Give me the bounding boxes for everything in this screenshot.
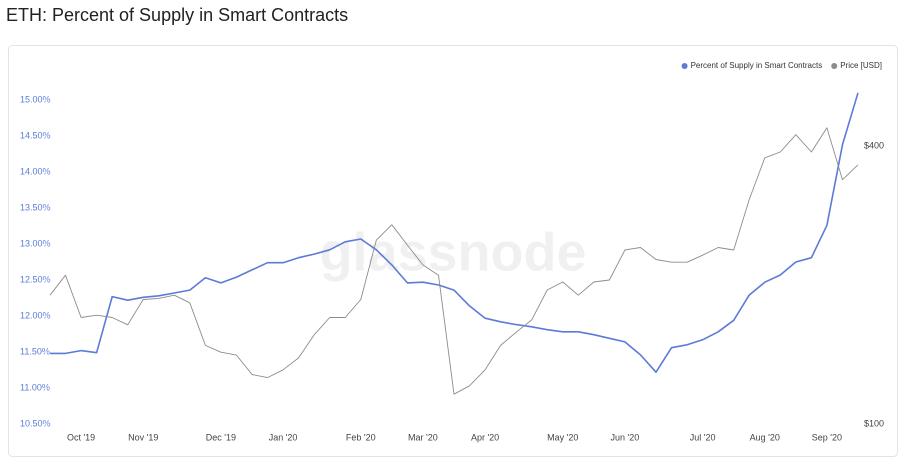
x-tick-label: Jun '20 bbox=[611, 432, 640, 442]
series-line bbox=[49, 127, 859, 395]
x-tick-label: Feb '20 bbox=[346, 432, 376, 442]
y-tick-label: 14.00% bbox=[20, 166, 51, 176]
x-tick-label: Mar '20 bbox=[408, 432, 438, 442]
y-tick-label: 12.00% bbox=[20, 310, 51, 320]
chart-title: ETH: Percent of Supply in Smart Contract… bbox=[6, 5, 348, 25]
y-tick-label: 11.00% bbox=[20, 382, 50, 392]
y-tick-label: 12.50% bbox=[20, 274, 51, 284]
x-tick-label: Jul '20 bbox=[690, 432, 716, 442]
x-tick-label: Apr '20 bbox=[471, 432, 499, 442]
y-tick-label: 13.50% bbox=[20, 202, 51, 212]
x-tick-label: Dec '19 bbox=[206, 432, 236, 442]
x-tick-label: Sep '20 bbox=[812, 432, 842, 442]
x-tick-label: Oct '19 bbox=[67, 432, 95, 442]
y-tick-label: 10.50% bbox=[20, 418, 51, 428]
y-tick-label: 11.50% bbox=[20, 346, 50, 356]
series-line bbox=[50, 92, 859, 373]
legend-label: Percent of Supply in Smart Contracts bbox=[691, 61, 823, 70]
watermark: glassnode bbox=[319, 222, 586, 282]
x-tick-label: Nov '19 bbox=[128, 432, 158, 442]
y-tick-label: 14.50% bbox=[20, 130, 51, 140]
x-tick-label: Jan '20 bbox=[269, 432, 298, 442]
y2-tick-label: $100 bbox=[864, 418, 884, 428]
y2-tick-label: $400 bbox=[864, 140, 884, 150]
legend-label: Price [USD] bbox=[840, 61, 882, 70]
legend-swatch bbox=[681, 63, 688, 69]
y-tick-label: 15.00% bbox=[20, 94, 51, 104]
x-tick-label: May '20 bbox=[547, 432, 578, 442]
x-tick-label: Aug '20 bbox=[750, 432, 780, 442]
y-tick-label: 13.00% bbox=[20, 238, 51, 248]
legend-swatch bbox=[831, 63, 838, 69]
